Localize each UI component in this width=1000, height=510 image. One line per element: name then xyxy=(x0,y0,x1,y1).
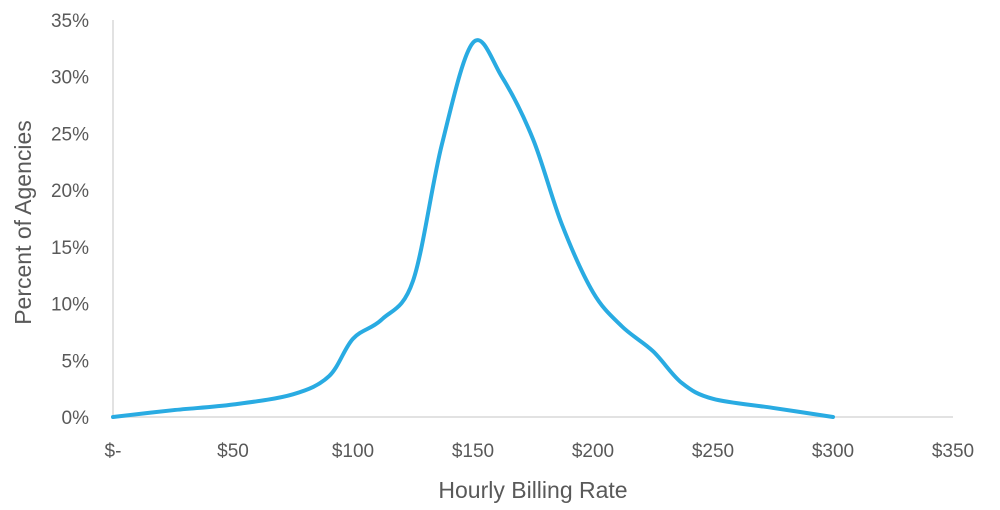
y-tick-label: 30% xyxy=(51,68,89,89)
y-tick-label: 10% xyxy=(51,295,89,316)
y-tick-label: 0% xyxy=(62,408,90,429)
x-tick-label: $- xyxy=(105,441,122,462)
x-tick-label: $300 xyxy=(812,441,854,462)
y-tick-label: 5% xyxy=(62,351,90,372)
x-tick-label: $250 xyxy=(692,441,734,462)
y-tick-label: 25% xyxy=(51,124,89,145)
x-axis-title: Hourly Billing Rate xyxy=(438,477,627,503)
x-tick-label: $200 xyxy=(572,441,614,462)
y-axis-title: Percent of Agencies xyxy=(10,120,36,325)
y-tick-label: 20% xyxy=(51,181,89,202)
y-tick-label: 35% xyxy=(51,11,89,32)
series-layer xyxy=(111,38,835,419)
axes xyxy=(112,20,953,418)
x-tick-label: $150 xyxy=(452,441,494,462)
y-tick-label: 15% xyxy=(51,238,89,259)
x-axis-ticks: $- $50 $100 $150 $200 $250 $300 $350 xyxy=(105,441,975,462)
x-tick-label: $50 xyxy=(217,441,249,462)
y-axis-ticks: 0% 5% 10% 15% 20% 25% 30% 35% xyxy=(51,11,89,429)
x-tick-label: $100 xyxy=(332,441,374,462)
series-line-0 xyxy=(111,38,835,419)
x-tick-label: $350 xyxy=(932,441,974,462)
